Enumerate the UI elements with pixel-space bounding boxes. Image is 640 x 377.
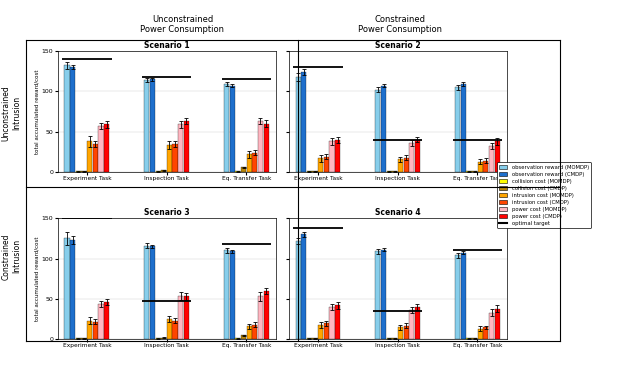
Text: Constrained
Power Consumption: Constrained Power Consumption	[358, 15, 442, 34]
Text: Constrained
Intrusion: Constrained Intrusion	[2, 233, 21, 280]
Bar	[335, 140, 340, 172]
Bar	[258, 121, 263, 172]
Bar	[318, 158, 323, 172]
Bar	[312, 171, 317, 172]
Title: Scenario 4: Scenario 4	[375, 208, 420, 218]
Bar	[387, 171, 392, 172]
Bar	[404, 326, 409, 339]
Bar	[489, 313, 494, 339]
Bar	[144, 245, 149, 339]
Bar	[241, 335, 246, 339]
Bar	[264, 124, 269, 172]
Bar	[398, 327, 403, 339]
Bar	[467, 171, 472, 172]
Bar	[93, 144, 98, 172]
Bar	[477, 162, 483, 172]
Bar	[161, 338, 166, 339]
Bar	[264, 291, 269, 339]
Bar	[455, 87, 460, 172]
Bar	[65, 238, 70, 339]
Bar	[178, 124, 183, 172]
Bar	[477, 329, 483, 339]
Bar	[296, 241, 301, 339]
Bar	[65, 66, 70, 172]
Text: Unconstrained
Intrusion: Unconstrained Intrusion	[2, 85, 21, 141]
Bar	[150, 79, 155, 172]
Bar	[258, 296, 263, 339]
Bar	[178, 296, 183, 339]
Bar	[104, 302, 109, 339]
Bar	[301, 234, 307, 339]
Bar	[144, 80, 149, 172]
Bar	[230, 251, 235, 339]
Title: Scenario 3: Scenario 3	[144, 208, 189, 218]
Bar	[172, 321, 178, 339]
Bar	[461, 253, 466, 339]
Bar	[330, 307, 335, 339]
Bar	[381, 250, 386, 339]
Bar	[241, 167, 246, 172]
Bar	[87, 321, 92, 339]
Bar	[296, 77, 301, 172]
Bar	[93, 322, 98, 339]
Bar	[184, 121, 189, 172]
Title: Scenario 1: Scenario 1	[144, 41, 189, 50]
Y-axis label: total accumulated reward/cost: total accumulated reward/cost	[34, 69, 39, 154]
Bar	[455, 255, 460, 339]
Bar	[307, 171, 312, 172]
Bar	[150, 247, 155, 339]
Bar	[330, 141, 335, 172]
Bar	[76, 171, 81, 172]
Legend: observation reward (MOMDP), observation reward (CMDP), collision cost (MOMDP), c: observation reward (MOMDP), observation …	[497, 162, 591, 228]
Bar	[224, 84, 229, 172]
Bar	[324, 157, 329, 172]
Bar	[392, 171, 397, 172]
Bar	[104, 124, 109, 172]
Bar	[246, 154, 252, 172]
Bar	[167, 145, 172, 172]
Bar	[324, 323, 329, 339]
Bar	[489, 146, 494, 172]
Bar	[224, 250, 229, 339]
Bar	[87, 141, 92, 172]
Bar	[398, 159, 403, 172]
Bar	[495, 141, 500, 172]
Bar	[301, 72, 307, 172]
Bar	[172, 144, 178, 172]
Bar	[318, 325, 323, 339]
Bar	[381, 86, 386, 172]
Bar	[99, 126, 104, 172]
Bar	[81, 171, 86, 172]
Bar	[252, 325, 257, 339]
Bar	[335, 305, 340, 339]
Bar	[252, 153, 257, 172]
Text: Unconstrained
Power Consumption: Unconstrained Power Consumption	[140, 15, 225, 34]
Bar	[70, 240, 76, 339]
Y-axis label: total accumulated reward/cost: total accumulated reward/cost	[34, 236, 39, 321]
Bar	[70, 67, 76, 172]
Bar	[375, 251, 381, 339]
Bar	[236, 171, 241, 172]
Bar	[404, 158, 409, 172]
Bar	[156, 171, 161, 172]
Bar	[472, 171, 477, 172]
Bar	[99, 304, 104, 339]
Bar	[375, 90, 381, 172]
Bar	[161, 170, 166, 172]
Bar	[184, 296, 189, 339]
Bar	[415, 307, 420, 339]
Bar	[415, 140, 420, 172]
Bar	[495, 309, 500, 339]
Bar	[483, 161, 488, 172]
Bar	[409, 310, 414, 339]
Bar	[461, 84, 466, 172]
Bar	[230, 86, 235, 172]
Bar	[246, 326, 252, 339]
Bar	[409, 143, 414, 172]
Bar	[483, 327, 488, 339]
Title: Scenario 2: Scenario 2	[375, 41, 420, 50]
Bar	[167, 319, 172, 339]
